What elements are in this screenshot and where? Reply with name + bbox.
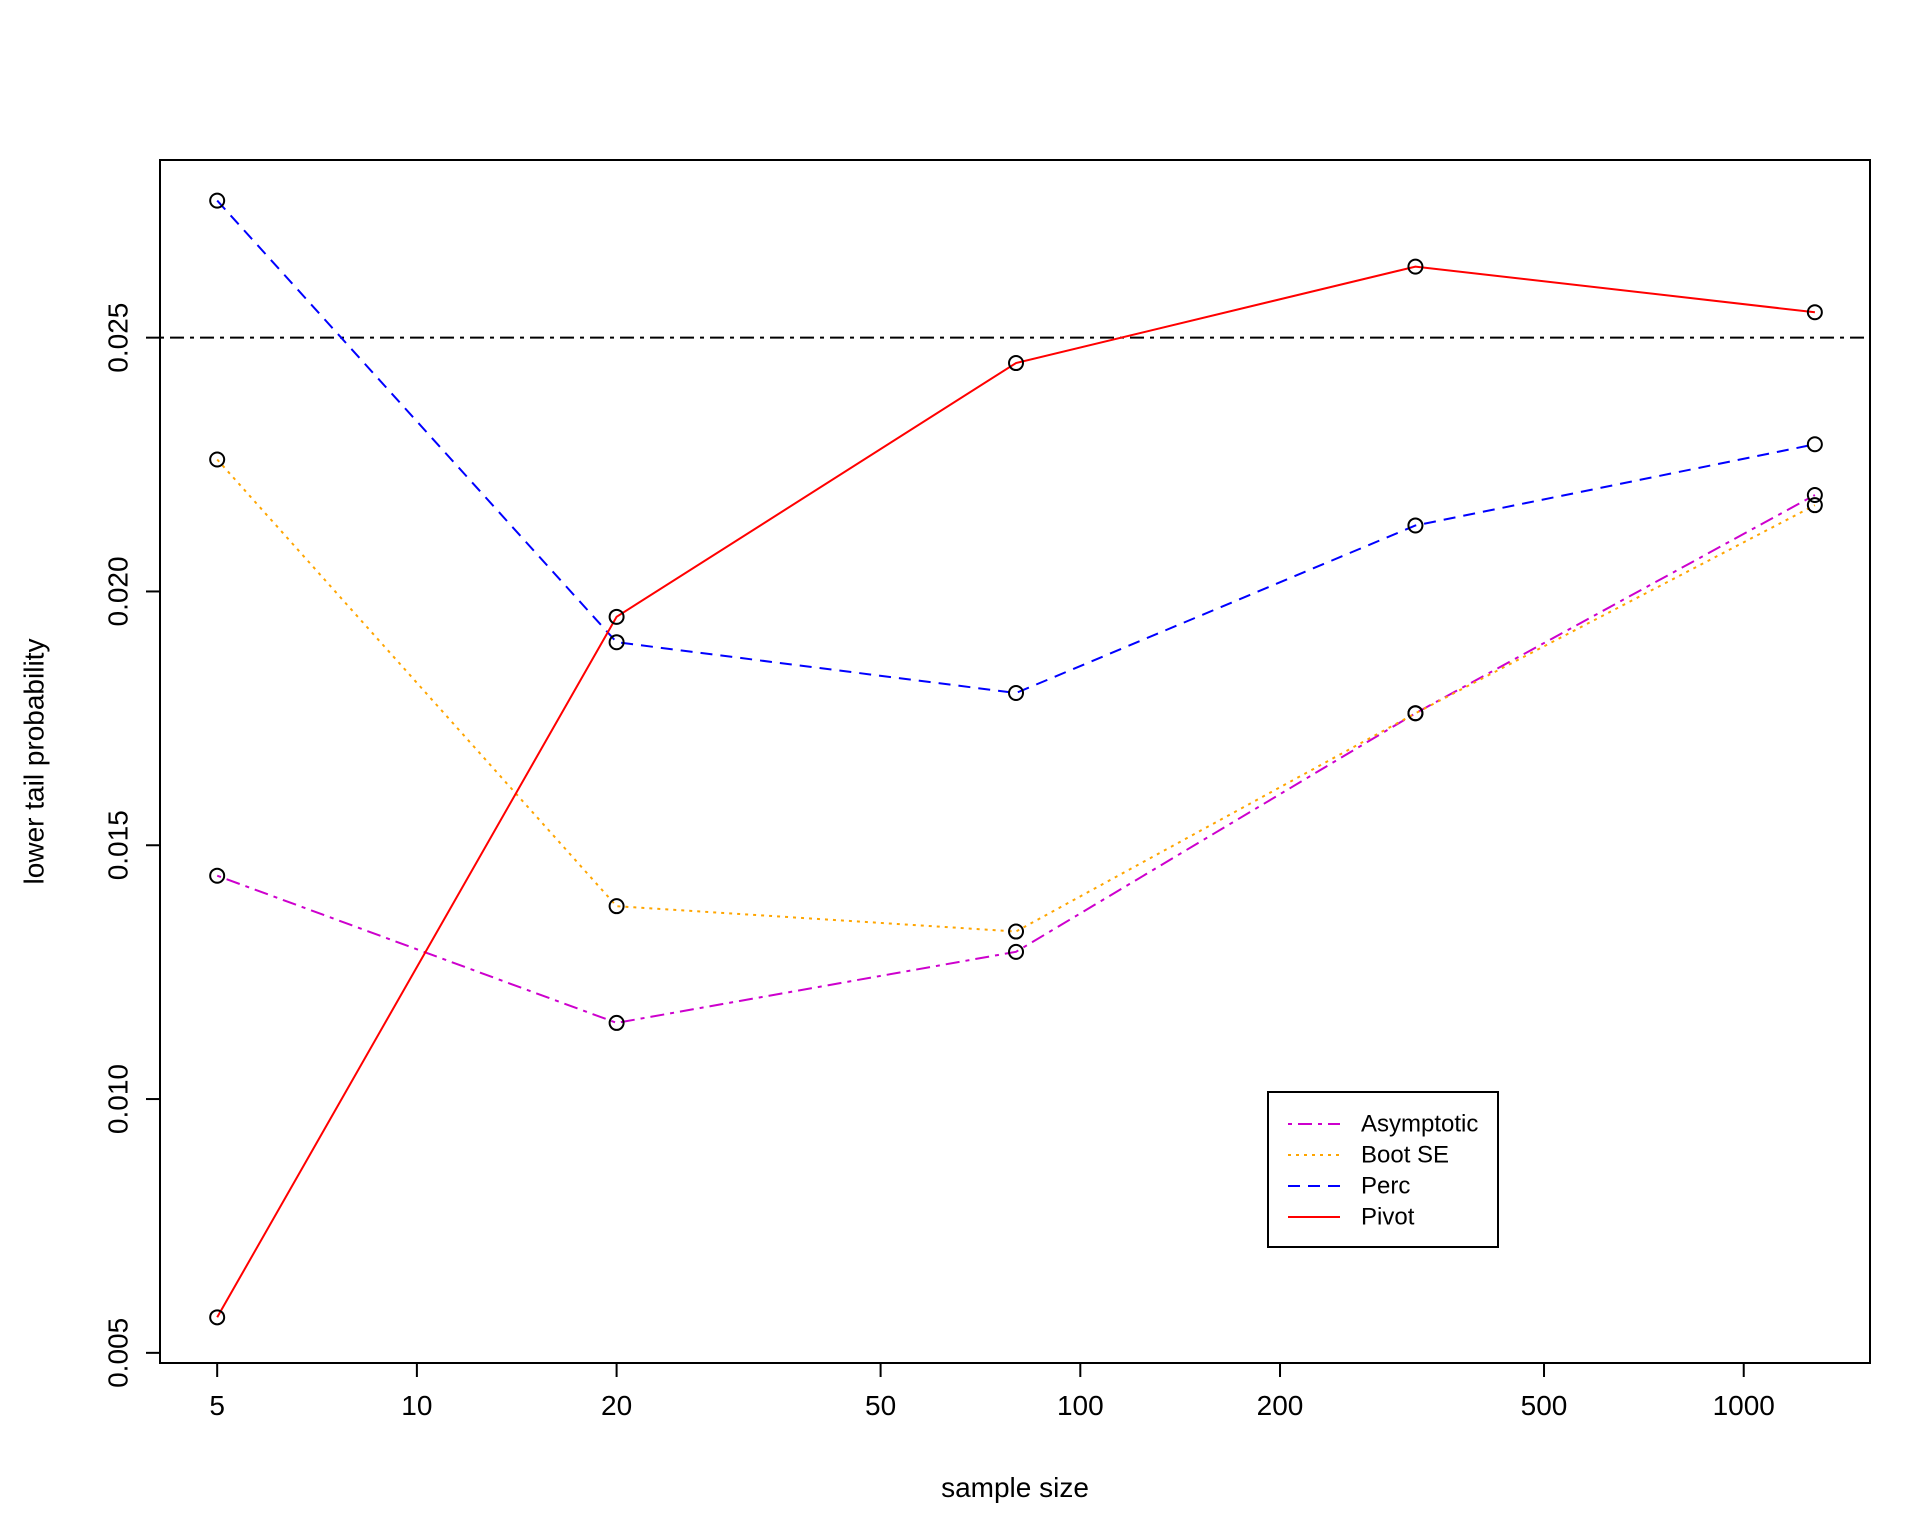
legend-label-perc: Perc (1361, 1173, 1410, 1200)
data-point-boot-se (1806, 497, 1823, 514)
x-tick-label: 5 (209, 1390, 225, 1421)
series-asymptotic (209, 487, 1823, 1031)
x-tick-label: 10 (401, 1390, 432, 1421)
legend-label-asymptotic: Asymptotic (1361, 1111, 1478, 1138)
x-tick-label: 100 (1057, 1390, 1104, 1421)
data-point-asymptotic (209, 867, 226, 884)
legend: Asymptotic Boot SE Perc Pivot (1267, 1091, 1499, 1248)
data-point-perc (1407, 517, 1424, 534)
data-point-pivot (1407, 258, 1424, 275)
legend-box (1267, 1091, 1499, 1248)
series-perc (209, 192, 1823, 701)
data-point-boot-se (608, 898, 625, 915)
series-pivot (209, 258, 1823, 1326)
y-tick-label: 0.010 (103, 1064, 134, 1134)
series-layer (209, 192, 1823, 1326)
plot-frame (159, 159, 1871, 1364)
x-tick-label: 50 (865, 1390, 896, 1421)
series-line-asymptotic (216, 494, 1816, 1024)
series-line-boot-se (216, 458, 1816, 933)
axis-layer: 5 10 20 50 100 200 500 1000 0.005 0.010 0.015 0.020… (103, 303, 1775, 1421)
series-boot-se (209, 451, 1823, 940)
data-point-pivot (608, 608, 625, 625)
data-point-pivot (1008, 355, 1025, 372)
data-point-perc (608, 634, 625, 651)
legend-label-pivot: Pivot (1361, 1204, 1415, 1231)
data-point-pivot (1806, 304, 1823, 321)
y-tick-label: 0.005 (103, 1318, 134, 1388)
y-tick-label: 0.025 (103, 303, 134, 373)
x-tick-label: 20 (601, 1390, 632, 1421)
series-line-perc (216, 199, 1816, 695)
x-tick-label: 1000 (1713, 1390, 1775, 1421)
data-point-asymptotic (1806, 487, 1823, 504)
data-point-perc (1806, 436, 1823, 453)
data-point-asymptotic (608, 1014, 625, 1031)
y-tick-label: 0.015 (103, 810, 134, 880)
data-point-boot-se (209, 451, 226, 468)
data-point-asymptotic (1008, 943, 1025, 960)
data-point-boot-se (1008, 923, 1025, 940)
data-point-pivot (209, 1309, 226, 1326)
x-axis-label: sample size (941, 1472, 1089, 1503)
legend-label-boot-se: Boot SE (1361, 1142, 1449, 1169)
data-point-perc (209, 192, 226, 209)
data-point-perc (1008, 684, 1025, 701)
x-tick-label: 500 (1521, 1390, 1568, 1421)
x-tick-label: 200 (1257, 1390, 1304, 1421)
y-axis-label: lower tail probability (19, 639, 50, 885)
data-point-boot-se (1407, 705, 1424, 722)
series-line-pivot (216, 265, 1816, 1318)
y-tick-label: 0.020 (103, 556, 134, 626)
